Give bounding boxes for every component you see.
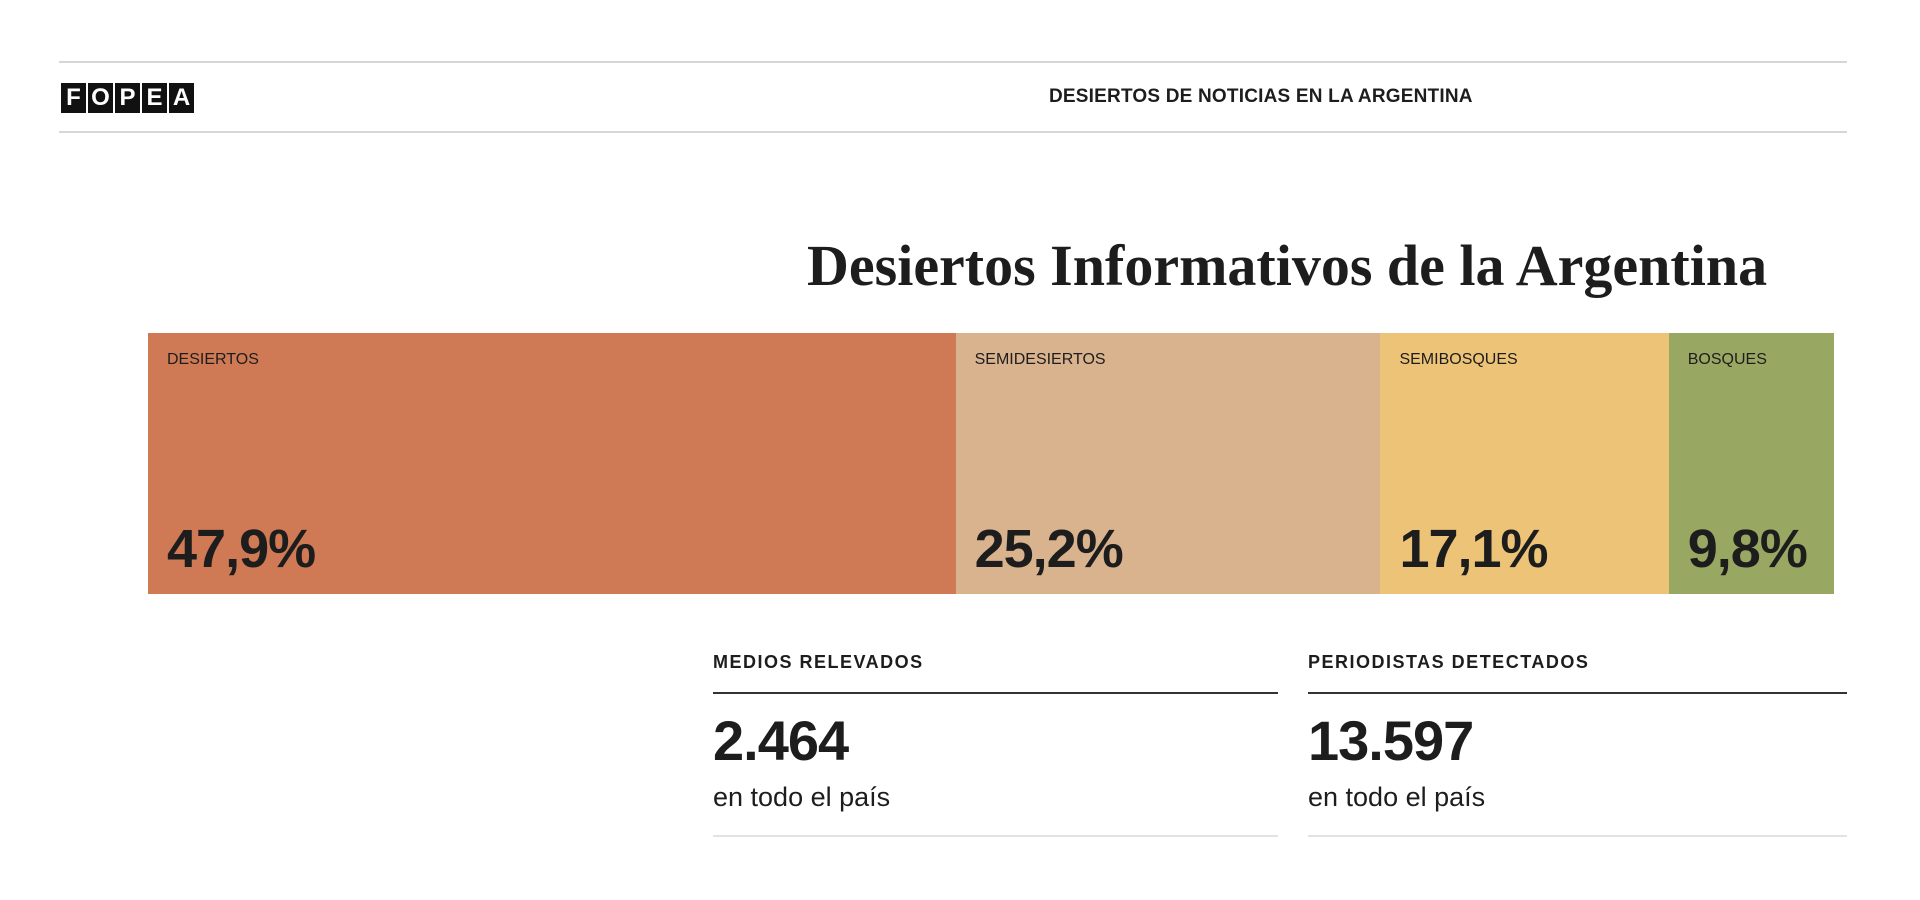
stat-sub: en todo el país [1308,782,1847,837]
header-top-divider [59,61,1847,63]
segment-value: 25,2% [974,519,1124,579]
stat-sub: en todo el país [713,782,1278,837]
logo-letter: P [115,83,140,113]
segment-desiertos: DESIERTOS 47,9% [148,333,956,594]
logo-letter: O [88,83,113,113]
segment-value: 47,9% [167,519,316,579]
logo-letter: E [142,83,167,113]
stat-label: MEDIOS RELEVADOS [713,652,1278,694]
fopea-logo[interactable]: F O P E A [61,83,194,113]
stacked-bar: DESIERTOS 47,9% SEMIDESIERTOS 25,2% SEMI… [148,333,1834,594]
segment-bosques: BOSQUES 9,8% [1668,333,1834,594]
segment-label: SEMIDESIERTOS [974,351,1106,368]
stat-number: 13.597 [1308,709,1474,772]
segment-value: 17,1% [1399,519,1548,579]
segment-semibosques: SEMIBOSQUES 17,1% [1380,333,1669,594]
page-title: Desiertos Informativos de la Argentina [807,233,1768,298]
segment-semidesiertos: SEMIDESIERTOS 25,2% [955,333,1381,594]
stat-label: PERIODISTAS DETECTADOS [1308,652,1847,694]
segment-value: 9,8% [1687,519,1808,579]
stat-periodistas: PERIODISTAS DETECTADOS 13.597 en todo el… [1308,652,1847,837]
logo-letter: F [61,83,86,113]
header-bottom-divider [59,131,1847,133]
logo-letter: A [169,83,194,113]
header-title[interactable]: DESIERTOS DE NOTICIAS EN LA ARGENTINA [1049,86,1473,107]
segment-label: SEMIBOSQUES [1399,351,1518,368]
segment-label: BOSQUES [1687,351,1767,368]
segment-label: DESIERTOS [167,351,259,368]
stat-number: 2.464 [713,709,849,772]
stat-medios: MEDIOS RELEVADOS 2.464 en todo el país [713,652,1278,837]
